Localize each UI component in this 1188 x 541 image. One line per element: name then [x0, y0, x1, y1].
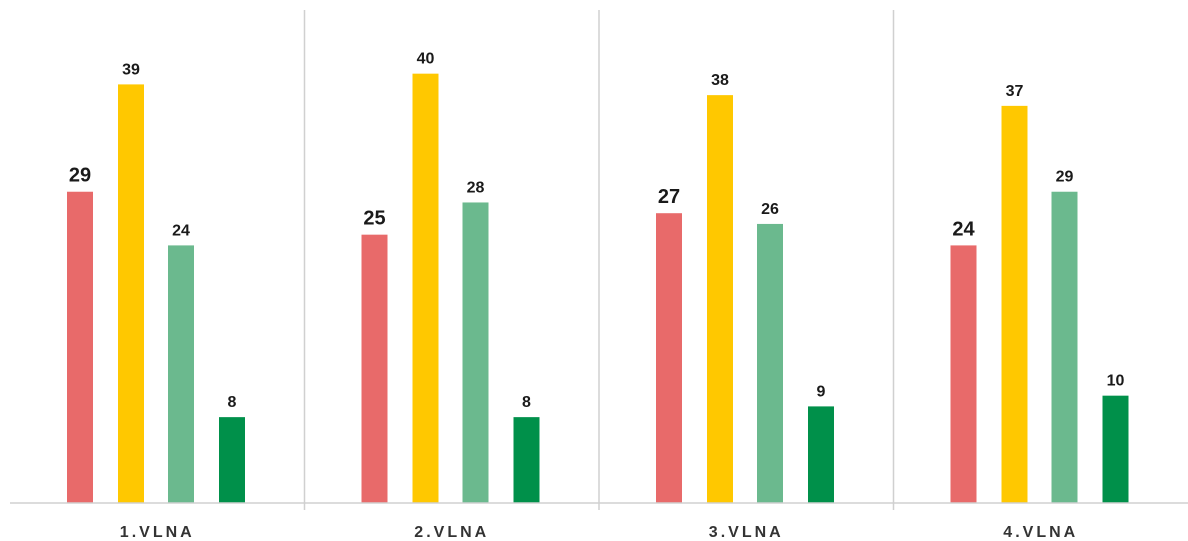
- value-label: 8: [522, 394, 531, 411]
- bar-4.VLNA-series-2: [1001, 105, 1028, 503]
- category-label: 1.VLNA: [120, 524, 195, 541]
- bar-4.VLNA-series-3: [1051, 191, 1078, 503]
- bar-3.VLNA-series-4: [808, 406, 834, 503]
- category-label: 3.VLNA: [709, 524, 784, 541]
- value-label: 24: [172, 222, 190, 239]
- bar-4.VLNA-series-4: [1102, 395, 1129, 503]
- bar-3.VLNA-series-2: [707, 95, 733, 503]
- bar-2.VLNA-series-1: [361, 234, 388, 503]
- bars-group: [67, 73, 1129, 504]
- value-label: 29: [1056, 169, 1074, 186]
- value-label: 24: [952, 218, 975, 240]
- value-label: 26: [761, 201, 779, 218]
- category-label: 4.VLNA: [1003, 524, 1078, 541]
- value-label: 39: [122, 61, 140, 78]
- bar-2.VLNA-series-4: [513, 417, 540, 503]
- value-label: 8: [228, 394, 237, 411]
- bar-4.VLNA-series-1: [950, 245, 977, 503]
- value-label: 38: [711, 72, 729, 89]
- value-label: 25: [363, 208, 385, 230]
- category-label: 2.VLNA: [414, 524, 489, 541]
- value-label: 28: [467, 179, 485, 196]
- value-label: 9: [817, 383, 826, 400]
- value-labels-group: 29 39 24 8 25 40 28 8 27 38 26 9 24 37 29 10: [69, 51, 1125, 411]
- bar-3.VLNA-series-1: [656, 213, 682, 503]
- bar-2.VLNA-series-2: [412, 73, 439, 504]
- category-labels-group: 1.VLNA 2.VLNA 3.VLNA 4.VLNA: [120, 524, 1078, 541]
- bar-1.VLNA-series-3: [168, 245, 194, 503]
- value-label: 40: [417, 51, 435, 68]
- value-label: 37: [1006, 83, 1024, 100]
- bar-1.VLNA-series-2: [118, 84, 144, 504]
- value-label: 27: [658, 186, 680, 208]
- value-label: 29: [69, 165, 91, 187]
- category-separators: [303, 10, 895, 510]
- bar-1.VLNA-series-1: [67, 191, 93, 503]
- bar-2.VLNA-series-3: [462, 202, 489, 503]
- bar-3.VLNA-series-3: [757, 223, 783, 503]
- value-label: 10: [1107, 373, 1125, 390]
- bar-1.VLNA-series-4: [219, 417, 245, 503]
